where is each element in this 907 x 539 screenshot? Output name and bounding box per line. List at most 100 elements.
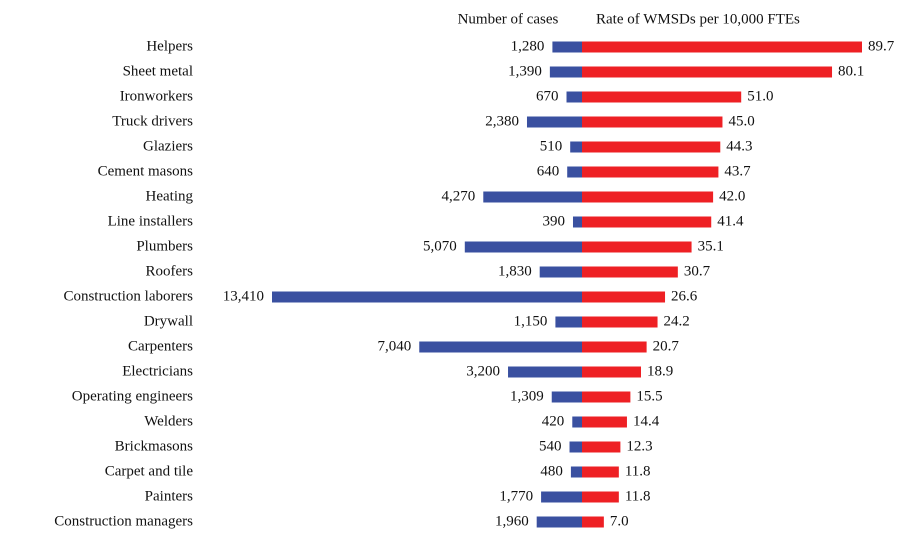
bar bbox=[536, 516, 582, 528]
value-label: 2,380 bbox=[485, 113, 519, 129]
value-label: 5,070 bbox=[423, 238, 457, 254]
bar bbox=[582, 266, 678, 278]
bar bbox=[541, 491, 582, 503]
value-label: 35.1 bbox=[698, 238, 724, 254]
category-label: Electricians bbox=[122, 363, 193, 379]
value-label: 1,309 bbox=[510, 388, 544, 404]
bar bbox=[582, 291, 666, 303]
bar bbox=[582, 116, 723, 128]
bar bbox=[582, 366, 641, 378]
value-label: 15.5 bbox=[636, 388, 662, 404]
value-label: 12.3 bbox=[626, 438, 652, 454]
bar bbox=[508, 366, 582, 378]
bar bbox=[572, 216, 582, 228]
value-label: 11.8 bbox=[625, 463, 651, 479]
bar bbox=[582, 141, 721, 153]
value-label: 1,150 bbox=[514, 313, 548, 329]
value-label: 14.4 bbox=[633, 413, 660, 429]
category-label: Helpers bbox=[146, 38, 193, 54]
value-label: 540 bbox=[539, 438, 562, 454]
category-label: Heating bbox=[146, 188, 194, 204]
bar bbox=[582, 241, 692, 253]
value-label: 420 bbox=[542, 413, 565, 429]
category-label: Brickmasons bbox=[115, 438, 193, 454]
bar bbox=[552, 41, 582, 53]
bar bbox=[570, 141, 582, 153]
category-label: Construction managers bbox=[54, 513, 193, 529]
value-label: 390 bbox=[542, 213, 565, 229]
bar bbox=[582, 216, 712, 228]
bar bbox=[582, 166, 719, 178]
category-label: Operating engineers bbox=[72, 388, 193, 404]
bar bbox=[572, 416, 582, 428]
bar bbox=[567, 166, 582, 178]
bar bbox=[549, 66, 582, 78]
value-label: 510 bbox=[540, 138, 563, 154]
category-label: Roofers bbox=[146, 263, 194, 279]
value-label: 3,200 bbox=[466, 363, 500, 379]
value-label: 51.0 bbox=[747, 88, 773, 104]
category-label: Sheet metal bbox=[123, 63, 193, 79]
value-label: 26.6 bbox=[671, 288, 698, 304]
bar bbox=[483, 191, 582, 203]
category-label: Carpenters bbox=[128, 338, 193, 354]
bar bbox=[526, 116, 582, 128]
bar bbox=[464, 241, 582, 253]
category-label: Drywall bbox=[144, 313, 193, 329]
right-header: Rate of WMSDs per 10,000 FTEs bbox=[596, 11, 800, 27]
value-label: 44.3 bbox=[726, 138, 752, 154]
value-label: 640 bbox=[537, 163, 560, 179]
value-label: 1,280 bbox=[511, 38, 545, 54]
value-label: 7,040 bbox=[378, 338, 412, 354]
bar bbox=[582, 516, 604, 528]
bar bbox=[582, 66, 833, 78]
bar bbox=[272, 291, 582, 303]
bar bbox=[551, 391, 582, 403]
category-label: Plumbers bbox=[136, 238, 193, 254]
bar bbox=[582, 391, 631, 403]
category-label: Truck drivers bbox=[112, 113, 193, 129]
value-label: 670 bbox=[536, 88, 559, 104]
value-label: 4,270 bbox=[442, 188, 476, 204]
bar bbox=[569, 441, 582, 453]
value-label: 1,960 bbox=[495, 513, 529, 529]
category-label: Carpet and tile bbox=[105, 463, 194, 479]
category-label: Construction laborers bbox=[63, 288, 193, 304]
category-label: Ironworkers bbox=[120, 88, 193, 104]
left-header: Number of cases bbox=[458, 11, 559, 27]
bar bbox=[566, 91, 582, 103]
category-label: Glaziers bbox=[143, 138, 193, 154]
bar bbox=[582, 316, 658, 328]
value-label: 80.1 bbox=[838, 63, 864, 79]
value-label: 41.4 bbox=[717, 213, 744, 229]
bar bbox=[539, 266, 582, 278]
bar bbox=[582, 416, 627, 428]
category-label: Line installers bbox=[108, 213, 194, 229]
value-label: 7.0 bbox=[610, 513, 629, 529]
value-label: 18.9 bbox=[647, 363, 673, 379]
bar bbox=[570, 466, 582, 478]
bar bbox=[582, 491, 619, 503]
value-label: 13,410 bbox=[223, 288, 264, 304]
category-label: Welders bbox=[144, 413, 193, 429]
value-label: 30.7 bbox=[684, 263, 711, 279]
bar bbox=[419, 341, 582, 353]
category-label: Cement masons bbox=[98, 163, 194, 179]
value-label: 480 bbox=[540, 463, 563, 479]
value-label: 45.0 bbox=[728, 113, 754, 129]
bar bbox=[582, 41, 862, 53]
bar bbox=[582, 466, 619, 478]
bar bbox=[582, 91, 742, 103]
bar bbox=[582, 191, 714, 203]
bar bbox=[582, 441, 621, 453]
bar bbox=[582, 341, 647, 353]
value-label: 1,390 bbox=[508, 63, 542, 79]
category-label: Painters bbox=[145, 488, 193, 504]
value-label: 89.7 bbox=[868, 38, 895, 54]
value-label: 24.2 bbox=[664, 313, 690, 329]
value-label: 20.7 bbox=[653, 338, 680, 354]
value-label: 1,770 bbox=[499, 488, 533, 504]
value-label: 43.7 bbox=[724, 163, 751, 179]
value-label: 42.0 bbox=[719, 188, 745, 204]
